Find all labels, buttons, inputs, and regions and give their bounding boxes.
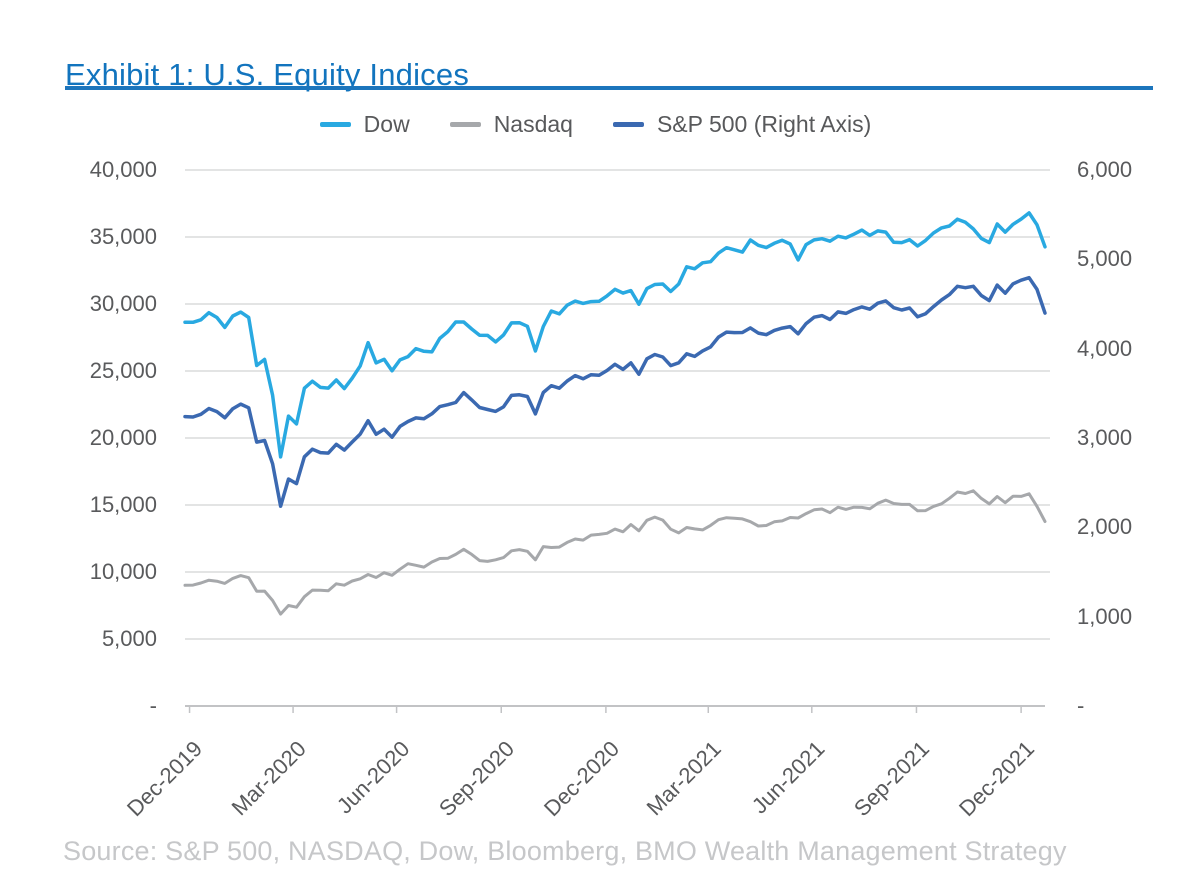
sp500-legend-swatch-icon xyxy=(612,122,644,127)
y-axis-label-right: 6,000 xyxy=(1077,157,1133,182)
dow-legend-swatch-icon xyxy=(319,122,351,127)
y-axis-label-left: 25,000 xyxy=(89,358,157,383)
y-axis-label-right: 1,000 xyxy=(1077,603,1133,629)
chart-legend: Dow Nasdaq S&P 500 (Right Axis) xyxy=(0,111,1191,138)
y-axis-label-left: 20,000 xyxy=(89,425,157,450)
y-axis-label-right: 5,000 xyxy=(1077,246,1133,272)
y-axis-label-right: - xyxy=(1077,693,1085,718)
legend-label-dow: Dow xyxy=(363,111,410,137)
legend-label-nasdaq: Nasdaq xyxy=(493,111,573,137)
sp500-line xyxy=(183,275,1047,508)
legend-item-nasdaq: Nasdaq xyxy=(449,111,573,138)
y-axis-label-left: - xyxy=(149,693,157,718)
nasdaq-legend-swatch-icon xyxy=(449,122,481,127)
y-axis-label-right: 3,000 xyxy=(1077,425,1133,450)
y-axis-label-left: 5,000 xyxy=(101,626,157,651)
legend-item-dow: Dow xyxy=(319,111,410,138)
y-axis-label-left: 15,000 xyxy=(89,492,157,517)
y-axis-label-left: 10,000 xyxy=(89,559,157,584)
page-title: Exhibit 1: U.S. Equity Indices xyxy=(65,56,470,92)
nasdaq-line xyxy=(183,489,1047,616)
y-axis-label-left: 30,000 xyxy=(89,291,157,316)
y-axis-label-left: 35,000 xyxy=(89,224,157,249)
legend-item-sp500: S&P 500 (Right Axis) xyxy=(612,111,872,138)
y-axis-label-right: 4,000 xyxy=(1077,335,1133,361)
y-axis-label-right: 2,000 xyxy=(1077,514,1133,540)
title-rule xyxy=(65,86,1153,90)
source-caption: Source: S&P 500, NASDAQ, Dow, Bloomberg,… xyxy=(63,836,1067,866)
dow-line xyxy=(183,211,1047,459)
legend-label-sp500: S&P 500 (Right Axis) xyxy=(656,111,872,137)
y-axis-label-left: 40,000 xyxy=(89,157,157,182)
